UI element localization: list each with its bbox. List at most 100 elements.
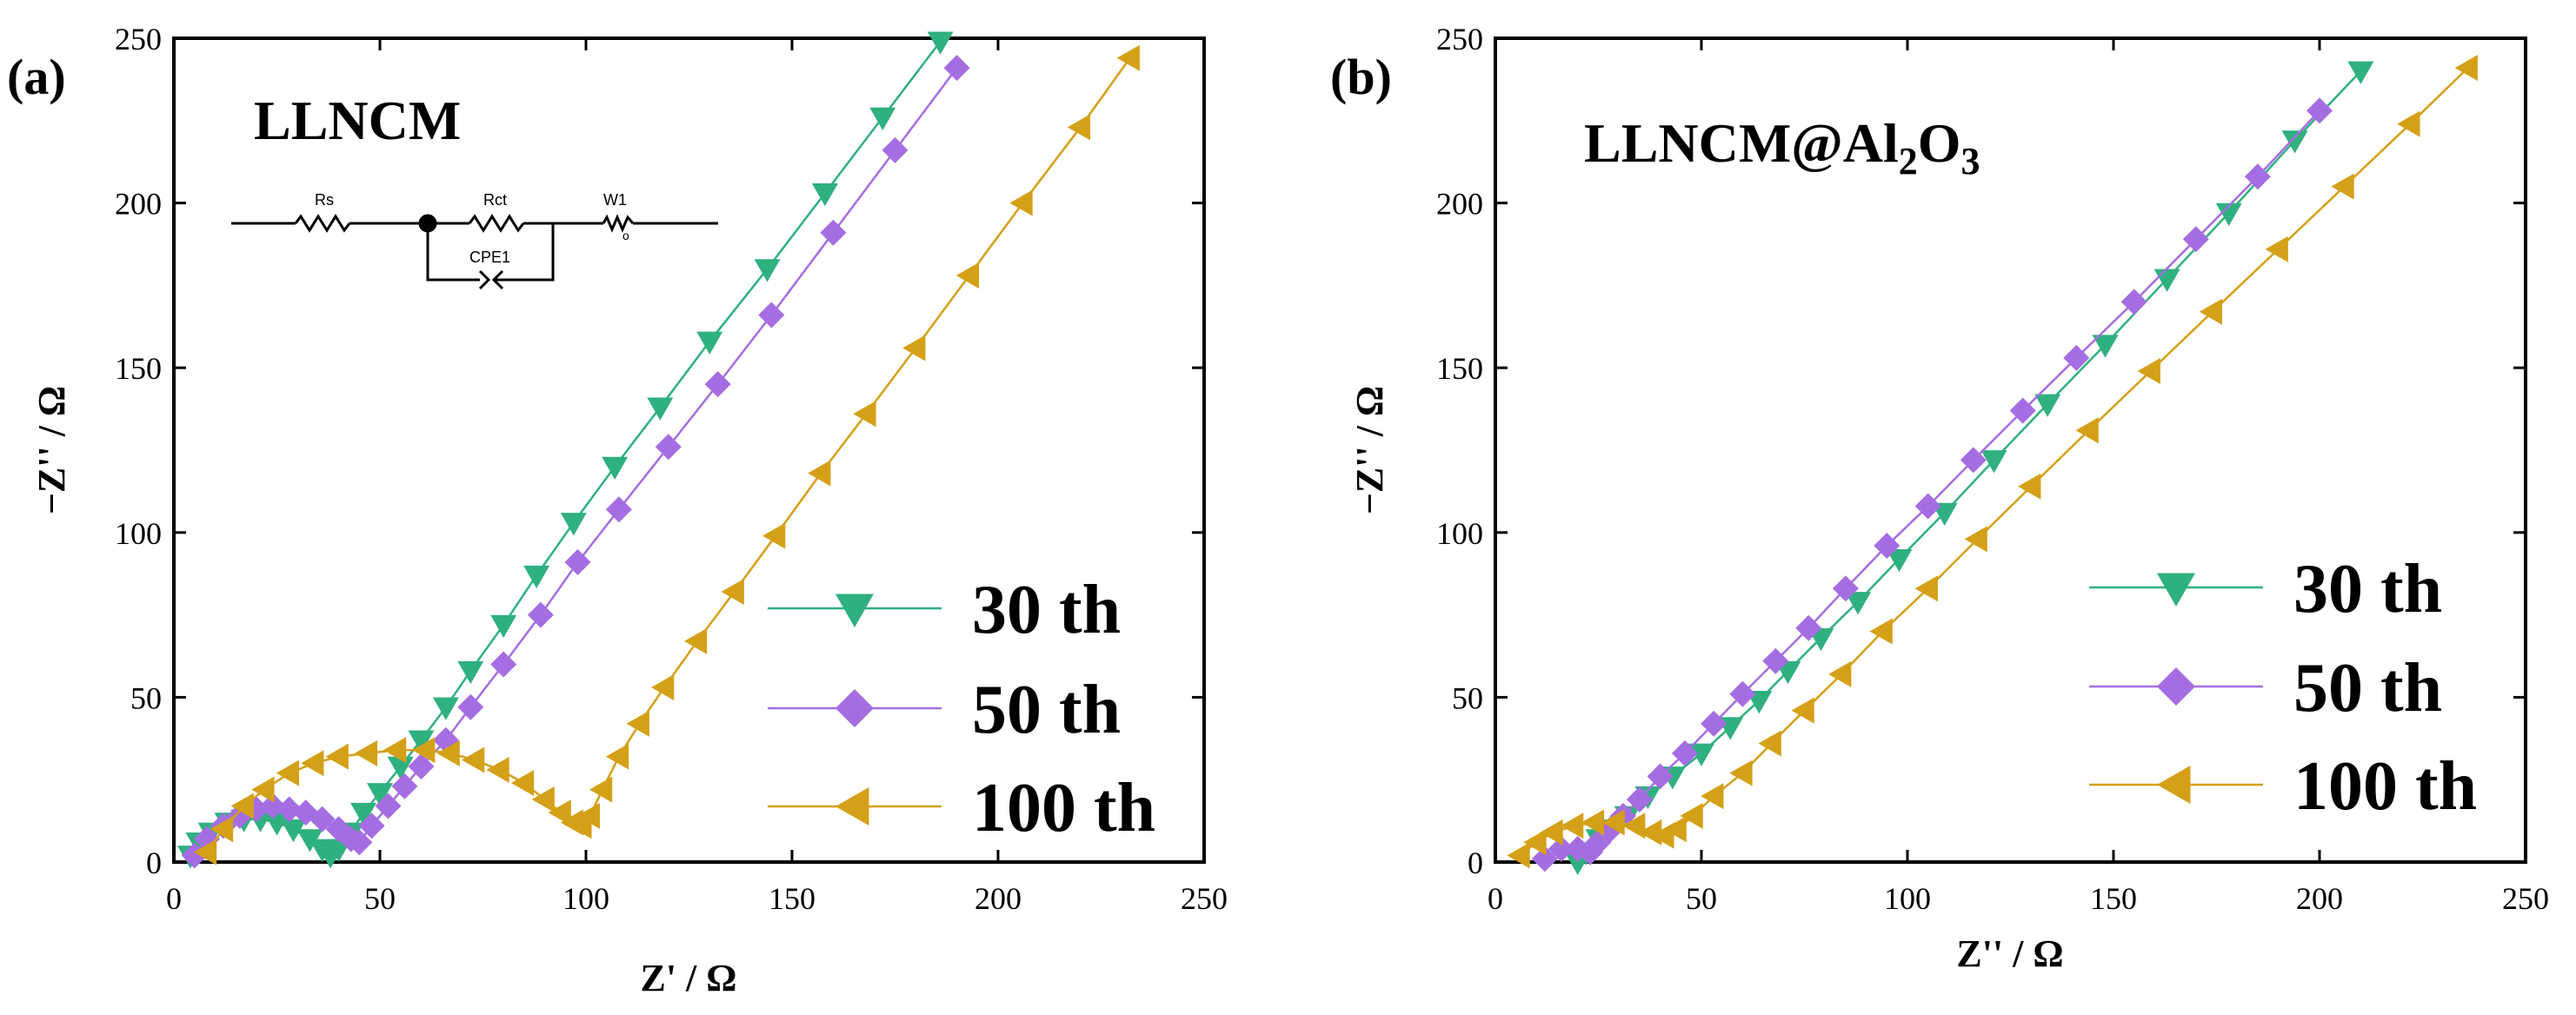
panel-b-y-tick-label: 250: [1436, 22, 1483, 56]
data-point-50-th: [882, 136, 909, 163]
data-point-50-th: [2244, 163, 2271, 190]
panel-b-y-tick-label: 100: [1436, 516, 1483, 551]
data-point-50-th: [943, 55, 970, 82]
legend-marker-50-th: [835, 689, 874, 727]
data-point-50-th: [1647, 763, 1674, 790]
panel-b-x-tick-label: 150: [2090, 881, 2137, 916]
panel-b-y-axis-title: −Z'' / Ω: [1348, 386, 1391, 514]
cpe-element: [478, 269, 491, 290]
data-point-50-th: [704, 371, 731, 398]
sample-label-sub: 3: [1961, 140, 1980, 182]
data-point-30-th: [432, 697, 459, 720]
data-point-100-th: [383, 737, 407, 764]
data-point-100-th: [462, 746, 485, 773]
data-point-30-th: [647, 397, 674, 421]
panel-b-chart: 0 50 100 150 200 250 0 50 100 150 200 250 (b) LLNCM…: [1330, 22, 2549, 975]
data-point-30-th: [523, 565, 550, 589]
data-point-100-th: [589, 776, 613, 803]
data-point-100-th: [486, 756, 509, 783]
data-point-30-th: [490, 614, 517, 638]
panel-a-legend: 30 th 50 th 100 th: [768, 572, 1155, 846]
sample-label-main: LLNCM@Al: [1584, 112, 1899, 174]
data-point-50-th: [309, 806, 336, 833]
data-point-50-th: [1701, 710, 1727, 737]
panel-b-plot-frame: [1494, 36, 2527, 864]
series-line-50-th: [193, 67, 958, 857]
panel-b-x-tick-label: 200: [2296, 881, 2343, 916]
circuit-label-cpe1: CPE1: [469, 249, 510, 266]
data-point-100-th: [1914, 575, 1938, 602]
data-point-100-th: [510, 769, 535, 796]
data-point-30-th: [811, 182, 838, 207]
data-point-100-th: [683, 627, 708, 654]
data-point-50-th: [1672, 740, 1699, 766]
data-point-50-th: [2120, 289, 2147, 315]
data-point-50-th: [346, 829, 373, 856]
data-point-50-th: [391, 773, 418, 799]
legend-label-100-th: 100 th: [972, 770, 1155, 846]
data-point-30-th: [869, 107, 896, 131]
legend-marker-50-th: [2157, 667, 2195, 706]
data-point-100-th: [762, 522, 786, 549]
data-point-100-th: [1561, 813, 1584, 839]
data-point-30-th: [296, 829, 323, 852]
panel-b-y-tick-label: 0: [1468, 846, 1483, 880]
data-point-50-th: [2063, 344, 2090, 371]
data-point-100-th: [412, 737, 436, 764]
data-point-30-th: [560, 513, 587, 536]
data-point-100-th: [1009, 189, 1033, 216]
data-point-100-th: [2137, 357, 2160, 384]
data-point-30-th: [2092, 335, 2119, 358]
data-point-50-th: [1832, 575, 1859, 602]
sample-label-mid: O: [1918, 112, 1961, 174]
data-point-100-th: [651, 674, 675, 701]
panel-a-y-tick-label: 150: [115, 351, 162, 386]
data-point-100-th: [1791, 697, 1814, 724]
series-line-30-th: [189, 41, 942, 858]
panel-a-series-layer: [176, 31, 1140, 869]
data-point-100-th: [2265, 236, 2288, 262]
data-point-100-th: [1540, 819, 1563, 846]
legend-marker-100-th: [835, 787, 869, 826]
data-point-50-th: [1874, 532, 1900, 559]
panel-a-ticks: 0 50 100 150 200 250 0 50 100 150 200 250: [115, 22, 1228, 916]
data-point-50-th: [655, 434, 682, 461]
data-point-50-th: [605, 496, 632, 523]
panel-b-x-axis-title: Z'' / Ω: [1956, 932, 2063, 975]
data-point-30-th: [1688, 743, 1714, 766]
data-point-100-th: [2397, 110, 2420, 137]
data-point-100-th: [193, 839, 217, 866]
data-point-100-th: [808, 460, 831, 487]
series-50-th: [181, 55, 970, 869]
legend-label-50-th: 50 th: [972, 672, 1121, 748]
panel-b-y-tick-label: 150: [1436, 351, 1483, 386]
circuit-label-rs: Rs: [315, 191, 334, 209]
data-point-100-th: [955, 262, 980, 289]
data-point-100-th: [1869, 618, 1893, 645]
legend-label-50-th: 50 th: [2293, 650, 2442, 726]
panel-b-x-tick-label: 0: [1488, 881, 1503, 916]
rct-resistor: [468, 214, 525, 233]
data-point-30-th: [263, 813, 290, 836]
circuit-label-w-sub: o: [622, 229, 629, 242]
cpe-branch-wire: [494, 223, 555, 282]
data-point-100-th: [605, 743, 629, 770]
data-point-100-th: [1639, 819, 1662, 846]
data-point-50-th: [375, 793, 402, 819]
panel-b-sample-label: LLNCM@Al2O3: [1584, 112, 1980, 182]
data-point-100-th: [853, 401, 876, 428]
data-point-100-th: [2454, 55, 2478, 82]
data-point-100-th: [1523, 829, 1547, 856]
panel-a-x-tick-label: 100: [562, 881, 609, 916]
data-point-30-th: [602, 456, 629, 480]
data-point-100-th: [2075, 417, 2099, 444]
data-point-30-th: [2281, 130, 2308, 154]
data-point-100-th: [626, 710, 649, 737]
cpe-branch-wire: [426, 223, 480, 282]
data-point-100-th: [1701, 783, 1724, 810]
panel-b-tag: (b): [1330, 49, 1392, 105]
panel-a-y-tick-label: 100: [115, 516, 162, 551]
data-point-30-th: [2347, 61, 2374, 84]
panel-b-y-tick-label: 50: [1452, 680, 1483, 715]
data-point-100-th: [2018, 473, 2041, 500]
